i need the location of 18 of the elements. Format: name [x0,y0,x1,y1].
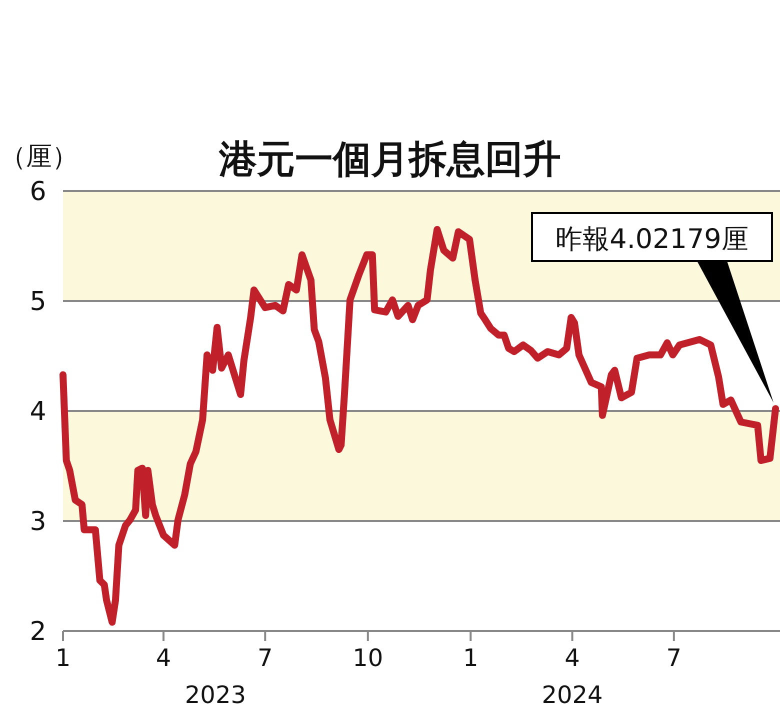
annotation: 昨報4.02179厘 [556,224,748,255]
text: 2023 [184,681,246,709]
y-tick-label: 3 [30,507,46,537]
x-tick-label: 4 [564,644,580,672]
x-tick-label: 1 [463,644,478,672]
x-tick-label: 7 [666,644,682,672]
x-tick-label: 4 [156,644,172,672]
y-tick-label: 5 [30,287,46,317]
y-tick-label: 4 [30,397,46,427]
x-tick-label: 7 [258,644,273,672]
x-tick-label: 1 [55,644,71,672]
text: 2024 [542,681,603,709]
chart-title: 港元一個月拆息回升 [218,137,561,181]
y-axis-title: （厘） [0,142,78,172]
y-tick-label: 6 [30,177,46,207]
y-tick-label: 2 [30,617,46,647]
x-tick-label: 10 [352,644,384,672]
callout: 昨報4.02179厘 [531,212,774,403]
